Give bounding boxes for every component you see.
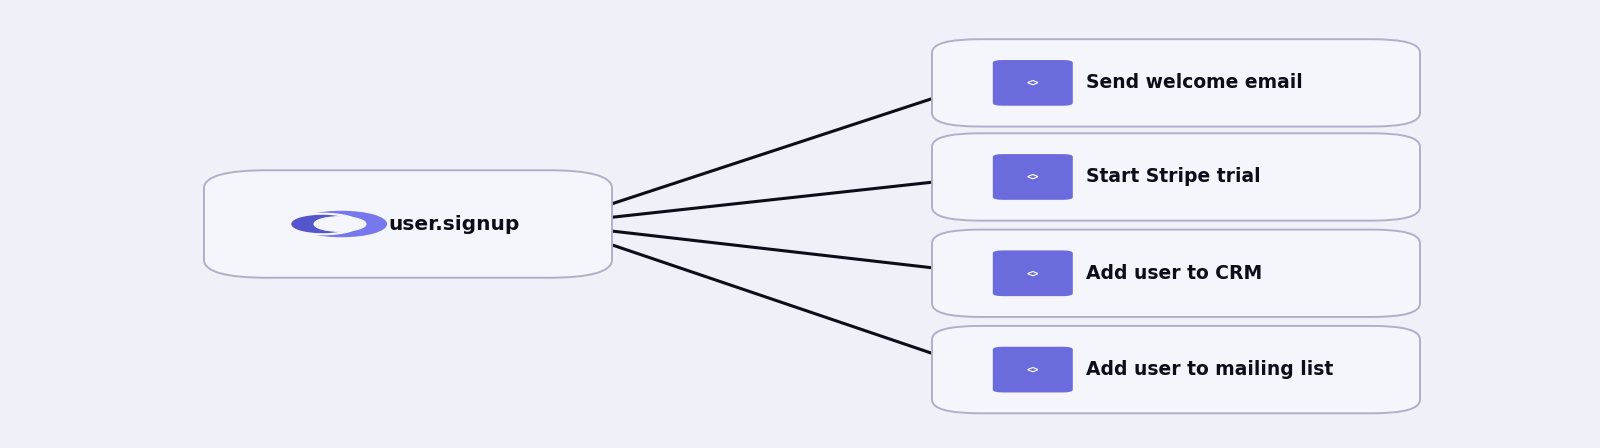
Text: <>: <> bbox=[1027, 78, 1038, 88]
FancyBboxPatch shape bbox=[931, 39, 1421, 127]
Circle shape bbox=[298, 211, 387, 237]
Text: Add user to mailing list: Add user to mailing list bbox=[1086, 360, 1333, 379]
FancyBboxPatch shape bbox=[205, 170, 611, 278]
FancyBboxPatch shape bbox=[992, 60, 1074, 106]
Text: <>: <> bbox=[1027, 172, 1038, 182]
Circle shape bbox=[285, 213, 360, 235]
Text: user.signup: user.signup bbox=[387, 215, 520, 233]
FancyBboxPatch shape bbox=[992, 347, 1074, 392]
Text: <>: <> bbox=[1027, 365, 1038, 375]
FancyBboxPatch shape bbox=[931, 326, 1421, 413]
Text: Start Stripe trial: Start Stripe trial bbox=[1086, 168, 1261, 186]
Circle shape bbox=[314, 217, 366, 231]
FancyBboxPatch shape bbox=[931, 134, 1421, 221]
FancyBboxPatch shape bbox=[992, 250, 1074, 296]
Circle shape bbox=[293, 215, 352, 233]
FancyBboxPatch shape bbox=[992, 154, 1074, 200]
Text: Add user to CRM: Add user to CRM bbox=[1086, 264, 1262, 283]
Text: <>: <> bbox=[1027, 268, 1038, 278]
Text: Send welcome email: Send welcome email bbox=[1086, 73, 1302, 92]
FancyBboxPatch shape bbox=[931, 229, 1421, 317]
